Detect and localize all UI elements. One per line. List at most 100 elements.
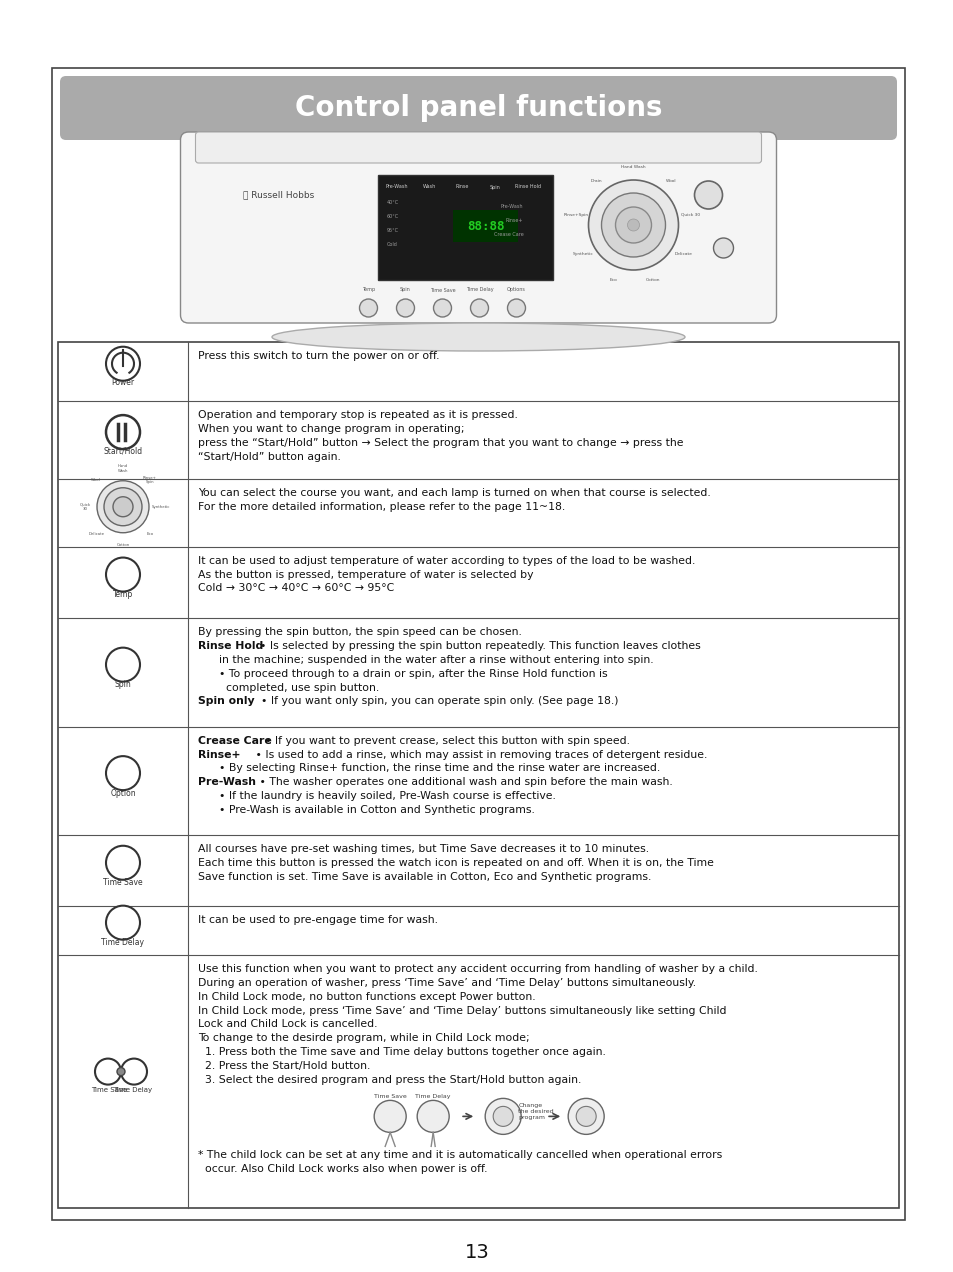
Text: * The child lock can be set at any time and it is automatically cancelled when o: * The child lock can be set at any time … bbox=[198, 1150, 721, 1160]
Circle shape bbox=[433, 299, 451, 317]
Circle shape bbox=[374, 1100, 406, 1132]
Text: Crease Care: Crease Care bbox=[198, 736, 272, 745]
Text: • Pre-Wash is available in Cotton and Synthetic programs.: • Pre-Wash is available in Cotton and Sy… bbox=[198, 805, 535, 815]
Text: • The washer operates one additional wash and spin before the main wash.: • The washer operates one additional was… bbox=[242, 777, 672, 787]
Text: All courses have pre-set washing times, but Time Save decreases it to 10 minutes: All courses have pre-set washing times, … bbox=[198, 845, 648, 855]
Text: Each time this button is pressed the watch icon is repeated on and off. When it : Each time this button is pressed the wat… bbox=[198, 859, 713, 869]
Text: • Is used to add a rinse, which may assist in removing traces of detergent resid: • Is used to add a rinse, which may assi… bbox=[231, 749, 706, 759]
Text: Cotton: Cotton bbox=[116, 543, 130, 547]
Text: • To proceed through to a drain or spin, after the Rinse Hold function is: • To proceed through to a drain or spin,… bbox=[198, 669, 607, 679]
Text: 60°C: 60°C bbox=[386, 215, 398, 220]
Text: Save function is set. Time Save is available in Cotton, Eco and Synthetic progra: Save function is set. Time Save is avail… bbox=[198, 873, 651, 881]
Circle shape bbox=[396, 299, 414, 317]
Text: • If you want only spin, you can operate spin only. (See page 18.): • If you want only spin, you can operate… bbox=[247, 696, 618, 706]
Circle shape bbox=[694, 181, 721, 209]
Text: Hand
Wash: Hand Wash bbox=[117, 464, 128, 473]
Circle shape bbox=[106, 846, 140, 880]
FancyBboxPatch shape bbox=[180, 132, 776, 323]
Text: You can select the course you want, and each lamp is turned on when that course : You can select the course you want, and … bbox=[198, 487, 710, 497]
Text: • If you want to prevent crease, select this button with spin speed.: • If you want to prevent crease, select … bbox=[258, 736, 630, 745]
Circle shape bbox=[507, 299, 525, 317]
Text: Option: Option bbox=[111, 789, 135, 798]
Text: Time Save: Time Save bbox=[103, 878, 143, 888]
Circle shape bbox=[470, 299, 488, 317]
Circle shape bbox=[359, 299, 377, 317]
Text: Wool: Wool bbox=[665, 178, 676, 183]
Text: It can be used to adjust temperature of water according to types of the load to : It can be used to adjust temperature of … bbox=[198, 556, 695, 566]
Text: Eco: Eco bbox=[146, 532, 153, 536]
Text: 40°C: 40°C bbox=[386, 201, 398, 206]
Text: Time Save: Time Save bbox=[429, 287, 455, 293]
Text: press the “Start/Hold” button → Select the program that you want to change → pre: press the “Start/Hold” button → Select t… bbox=[198, 438, 682, 448]
Text: Temp: Temp bbox=[361, 287, 375, 293]
Text: Rinse+
Spin: Rinse+ Spin bbox=[143, 476, 156, 485]
Text: Power: Power bbox=[112, 378, 134, 387]
Text: As the button is pressed, temperature of water is selected by: As the button is pressed, temperature of… bbox=[198, 570, 533, 580]
Text: Delicate: Delicate bbox=[88, 532, 104, 536]
Text: For the more detailed information, please refer to the page 11~18.: For the more detailed information, pleas… bbox=[198, 501, 565, 511]
Circle shape bbox=[588, 181, 678, 270]
Text: • By selecting Rinse+ function, the rinse time and the rinse water are increased: • By selecting Rinse+ function, the rins… bbox=[198, 763, 659, 773]
Circle shape bbox=[601, 193, 665, 257]
Circle shape bbox=[106, 415, 140, 449]
Text: Use this function when you want to protect any accident occurring from handling : Use this function when you want to prote… bbox=[198, 964, 757, 974]
FancyBboxPatch shape bbox=[195, 132, 760, 163]
Text: Rinse Hold: Rinse Hold bbox=[515, 184, 541, 190]
Circle shape bbox=[713, 238, 733, 258]
Circle shape bbox=[416, 1100, 449, 1132]
Bar bbox=[52, 67, 904, 1220]
Circle shape bbox=[568, 1099, 603, 1135]
Circle shape bbox=[104, 487, 142, 525]
Text: 95°C: 95°C bbox=[386, 229, 398, 234]
Text: 88:88: 88:88 bbox=[467, 220, 504, 233]
Text: 1. Press both the Time save and Time delay buttons together once again.: 1. Press both the Time save and Time del… bbox=[198, 1047, 605, 1057]
Text: Pre-Wash: Pre-Wash bbox=[385, 184, 407, 190]
Text: Time Delay: Time Delay bbox=[415, 1094, 451, 1099]
Text: Time Save: Time Save bbox=[91, 1086, 127, 1093]
Text: Quick 30: Quick 30 bbox=[680, 212, 700, 218]
Text: occur. Also Child Lock works also when power is off.: occur. Also Child Lock works also when p… bbox=[198, 1164, 487, 1174]
Text: Wash: Wash bbox=[422, 184, 436, 190]
Text: Start/Hold: Start/Hold bbox=[103, 446, 142, 455]
Text: Crease Care: Crease Care bbox=[494, 233, 523, 238]
Text: Time Delay: Time Delay bbox=[113, 1086, 152, 1093]
Text: • Is selected by pressing the spin button repeatedly. This function leaves cloth: • Is selected by pressing the spin butto… bbox=[253, 641, 700, 651]
Bar bbox=[453, 210, 518, 242]
Text: Spin only: Spin only bbox=[198, 696, 254, 706]
Circle shape bbox=[106, 906, 140, 940]
Text: Lock and Child Lock is cancelled.: Lock and Child Lock is cancelled. bbox=[198, 1019, 377, 1029]
Text: Press this switch to turn the power on or off.: Press this switch to turn the power on o… bbox=[198, 351, 439, 361]
Text: During an operation of washer, press ‘Time Save’ and ‘Time Delay’ buttons simult: During an operation of washer, press ‘Ti… bbox=[198, 978, 696, 988]
Text: 13: 13 bbox=[464, 1243, 489, 1262]
Circle shape bbox=[97, 481, 149, 533]
Circle shape bbox=[493, 1107, 513, 1127]
Bar bbox=[378, 176, 553, 280]
Text: Rinse Hold: Rinse Hold bbox=[198, 641, 263, 651]
Text: Options: Options bbox=[507, 287, 525, 293]
Circle shape bbox=[485, 1099, 520, 1135]
Text: Spin: Spin bbox=[399, 287, 411, 293]
Text: completed, use spin button.: completed, use spin button. bbox=[198, 683, 379, 692]
Text: Rinse+Spin: Rinse+Spin bbox=[563, 212, 588, 218]
Text: Cotton: Cotton bbox=[645, 277, 659, 281]
Text: Pre-Wash: Pre-Wash bbox=[198, 777, 255, 787]
Text: Wool: Wool bbox=[91, 478, 101, 482]
Text: Change
the desired
program: Change the desired program bbox=[517, 1103, 554, 1119]
Text: Cold → 30°C → 40°C → 60°C → 95°C: Cold → 30°C → 40°C → 60°C → 95°C bbox=[198, 584, 394, 593]
Text: Quick
30: Quick 30 bbox=[79, 502, 91, 511]
Text: 3. Select the desired program and press the Start/Hold button again.: 3. Select the desired program and press … bbox=[198, 1075, 580, 1085]
Circle shape bbox=[121, 1058, 147, 1085]
Text: Spin: Spin bbox=[114, 681, 132, 689]
Text: Time Delay: Time Delay bbox=[465, 287, 493, 293]
Text: Rinse+: Rinse+ bbox=[505, 219, 523, 224]
Text: Delicate: Delicate bbox=[674, 252, 692, 256]
Circle shape bbox=[112, 497, 132, 516]
Circle shape bbox=[106, 647, 140, 682]
Text: By pressing the spin button, the spin speed can be chosen.: By pressing the spin button, the spin sp… bbox=[198, 627, 521, 637]
Text: Operation and temporary stop is repeated as it is pressed.: Operation and temporary stop is repeated… bbox=[198, 411, 517, 421]
Text: Hand Wash: Hand Wash bbox=[620, 165, 645, 169]
Circle shape bbox=[106, 347, 140, 380]
Text: • If the laundry is heavily soiled, Pre-Wash course is effective.: • If the laundry is heavily soiled, Pre-… bbox=[198, 791, 556, 801]
Text: 2. Press the Start/Hold button.: 2. Press the Start/Hold button. bbox=[198, 1061, 370, 1071]
Text: In Child Lock mode, no button functions except Power button.: In Child Lock mode, no button functions … bbox=[198, 992, 535, 1002]
